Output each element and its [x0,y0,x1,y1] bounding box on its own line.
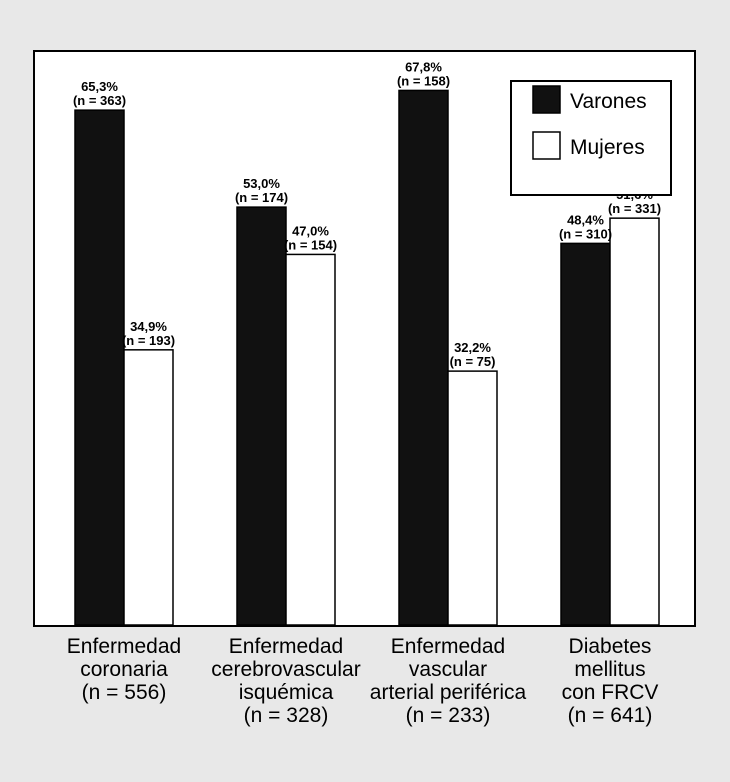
bar-mujeres-1 [123,349,174,626]
bar-varones-2 [236,206,287,626]
bar-n-label: (n = 193) [122,333,175,348]
bar-n-label: (n = 363) [73,93,126,108]
bars-group [74,89,660,626]
bar-pct-label: 34,9% [130,319,167,334]
bar-mujeres-2 [285,253,336,626]
category-label: con FRCV [562,681,659,704]
bar-varones-3 [398,89,449,626]
bar-pct-label: 53,0% [243,176,280,191]
bar-pct-label: 32,2% [454,340,491,355]
bar-n-label: (n = 158) [397,73,450,88]
category-label: Enfermedad [67,635,181,658]
legend-swatch-varones [532,85,561,114]
bar-pct-label: 65,3% [81,79,118,94]
legend: Varones Mujeres [510,80,672,196]
category-label: (n = 641) [568,704,653,727]
category-label: vascular [409,658,487,681]
bar-pct-label: 67,8% [405,59,442,74]
category-label: Enfermedad [229,635,343,658]
bar-labels-group: 65,3%(n = 363)53,0%(n = 174)67,8%(n = 15… [73,59,661,369]
bar-varones-4 [560,242,611,626]
bar-pct-label: 48,4% [567,212,604,227]
bar-n-label: (n = 75) [450,354,496,369]
legend-swatch-mujeres [532,131,561,160]
legend-label-mujeres: Mujeres [570,136,645,159]
bar-mujeres-3 [447,370,498,626]
bar-n-label: (n = 310) [559,226,612,241]
category-label: (n = 233) [406,704,491,727]
bar-pct-label: 47,0% [292,223,329,238]
bar-n-label: (n = 174) [235,190,288,205]
category-label: coronaria [80,658,168,681]
legend-label-varones: Varones [570,90,647,113]
category-label: (n = 328) [244,704,329,727]
category-label: Enfermedad [391,635,505,658]
category-label: arterial periférica [370,681,527,704]
bar-varones-1 [74,109,125,626]
bar-n-label: (n = 331) [608,201,661,216]
category-label: Diabetes [569,635,652,658]
category-label: mellitus [574,658,645,681]
bar-mujeres-4 [609,217,660,626]
category-label: cerebrovascular [211,658,360,681]
bar-n-label: (n = 154) [284,237,337,252]
category-label: isquémica [239,681,334,704]
category-label: (n = 556) [82,681,167,704]
